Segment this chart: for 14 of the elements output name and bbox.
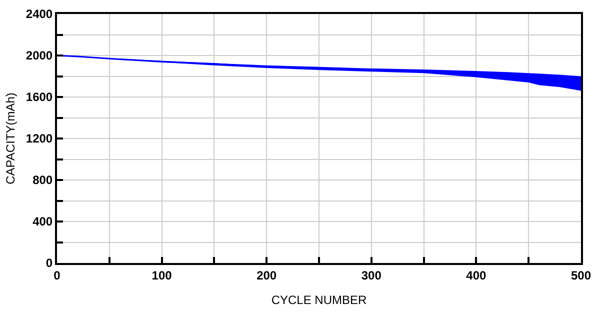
x-tick-label: 400 <box>466 268 487 282</box>
x-tick-label: 300 <box>361 268 382 282</box>
y-tick-label: 2400 <box>26 7 53 22</box>
x-axis-title: CYCLE NUMBER <box>271 292 368 307</box>
y-tick-label: 1600 <box>26 90 53 104</box>
y-tick-label: 2000 <box>26 48 53 63</box>
y-axis-title: CAPACITY(mAh) <box>4 92 18 184</box>
y-tick-label: 400 <box>32 214 53 229</box>
x-tick-label: 100 <box>152 268 172 282</box>
x-tick-label: 500 <box>570 268 592 282</box>
y-tick-label: 1200 <box>26 132 53 146</box>
y-tick-label: 800 <box>32 173 53 188</box>
x-tick-label: 200 <box>256 268 277 282</box>
y-tick-label: 0 <box>46 256 53 270</box>
